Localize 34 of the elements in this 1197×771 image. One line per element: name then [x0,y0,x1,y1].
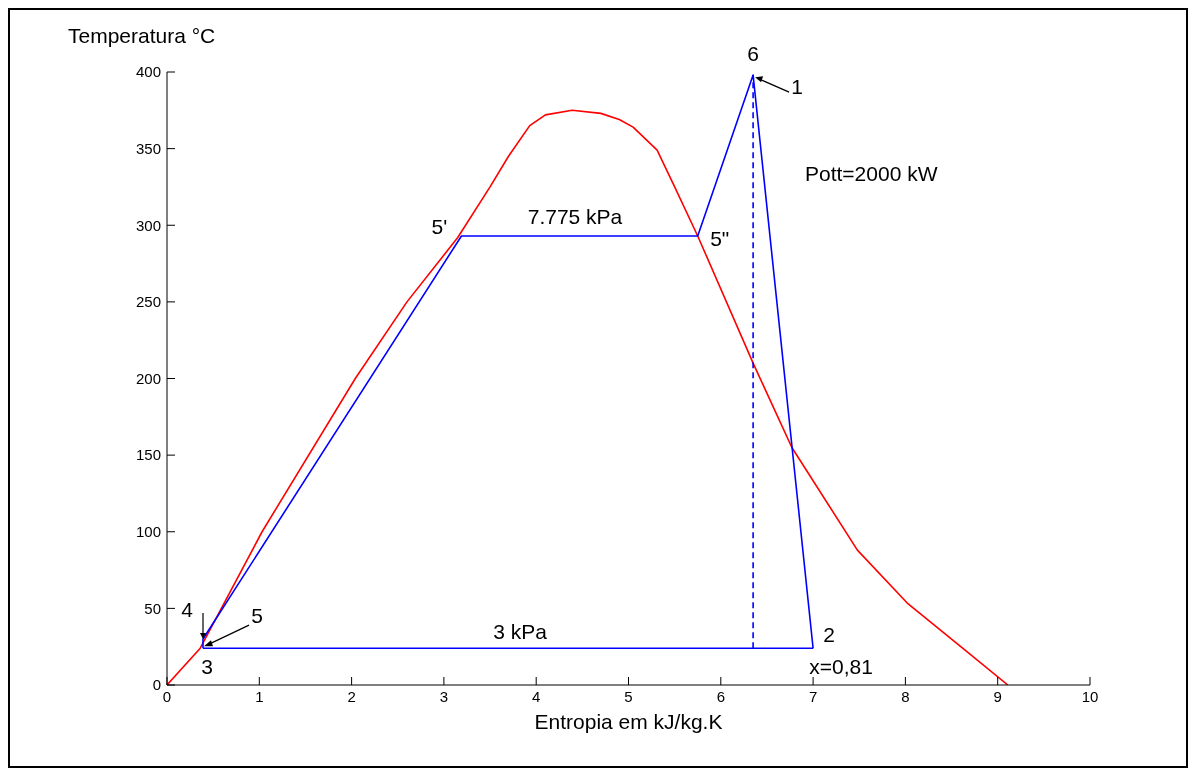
x-tick-label: 2 [347,687,356,705]
annotation: 3 [201,655,213,679]
x-axis-title: Entropia em kJ/kg.K [534,710,723,733]
y-tick-label: 200 [135,369,161,387]
annotation: 6 [747,42,759,66]
annotation: 7.775 kPa [527,205,623,229]
x-tick-label: 5 [624,687,633,705]
y-tick-label: 50 [144,599,161,617]
x-tick-label: 9 [993,687,1002,705]
x-tick-label: 10 [1081,687,1099,705]
x-tick-label: 8 [901,687,910,705]
y-tick-label: 250 [135,293,161,311]
annotation: 2 [823,623,835,647]
y-tick-label: 150 [135,446,161,464]
y-tick-label: 350 [135,139,161,157]
annotation: 5" [710,226,730,250]
y-tick-label: 100 [135,523,161,541]
x-tick-label: 1 [255,687,264,705]
annotation: 1 [791,75,803,99]
annotation: 3 kPa [493,620,547,644]
x-tick-label: 7 [808,687,818,705]
y-axis-title: Temperatura °C [68,24,216,48]
y-tick-label: 300 [135,216,161,234]
x-tick-label: 3 [439,687,449,705]
annotation: 4 [181,598,194,622]
x-tick-label: 4 [532,687,541,705]
annotation: Pott=2000 kW [805,162,938,186]
annotation: x=0,81 [809,655,873,679]
y-tick-label: 400 [135,63,161,81]
y-tick-label: 0 [152,676,161,694]
x-tick-label: 6 [716,687,725,705]
annotation: 5' [431,214,448,238]
annotation: 5 [251,604,263,628]
x-tick-label: 0 [162,687,172,705]
